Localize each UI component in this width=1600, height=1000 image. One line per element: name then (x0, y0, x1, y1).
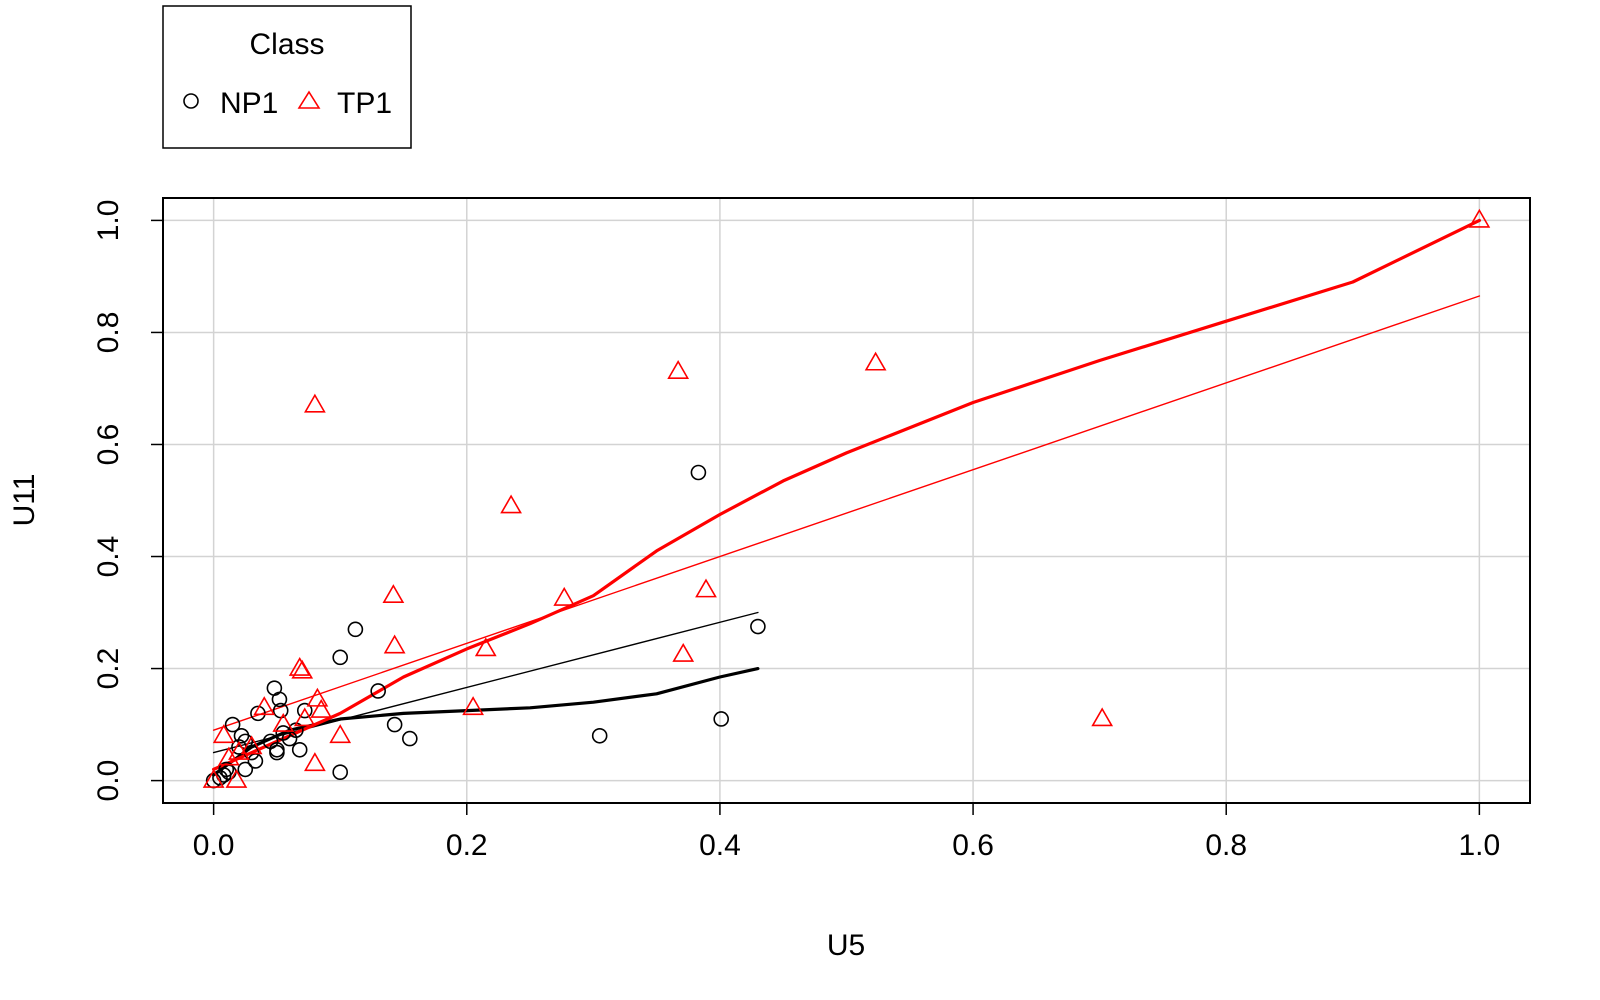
np1-point (591, 727, 608, 744)
x-tick-label: 0.2 (446, 829, 488, 862)
tp1-thick-fit-line (212, 218, 1481, 771)
tp1-point (1091, 707, 1114, 727)
tp1-point (462, 696, 484, 716)
np1-point (224, 716, 241, 733)
fit-lines (212, 218, 1481, 777)
tp1-point (667, 360, 690, 379)
legend-title: Class (249, 28, 324, 61)
np1-point (250, 705, 266, 722)
plot-frame (162, 197, 1531, 804)
tp1-point (304, 393, 326, 413)
y-tick-label: 0.6 (92, 424, 125, 466)
tp1-point (1468, 208, 1491, 228)
x-tick-label: 1.0 (1459, 829, 1501, 862)
tp1-point (202, 768, 225, 788)
np1-point (347, 621, 364, 638)
x-tick-label: 0.8 (1205, 829, 1247, 862)
tp1-point (383, 634, 406, 654)
tp1-point (329, 724, 352, 744)
legend-marker-tp1-icon (297, 90, 321, 109)
tp1-point (293, 707, 316, 727)
tp1-point (291, 659, 314, 679)
np1-point (218, 761, 235, 778)
np1-point (370, 683, 386, 699)
y-tick-label: 0.4 (92, 536, 125, 578)
tp1-point (225, 768, 248, 788)
tp1-thin-fit-line (212, 295, 1481, 731)
tp1-point (864, 351, 887, 371)
legend-label-tp1: TP1 (337, 87, 392, 120)
tp1-point (672, 642, 695, 662)
np1-point (713, 711, 729, 727)
np1-point (402, 730, 418, 747)
tp1-point (474, 637, 497, 657)
tp1-point (310, 698, 333, 718)
legend-marker-np1-icon (183, 93, 199, 109)
np1-point (269, 744, 285, 761)
axes: 0.0 0.2 0.4 0.6 0.8 1.0 0.0 0.2 0.4 0.6 0.8 1.0 (92, 200, 1500, 862)
x-axis-title: U5 (827, 929, 865, 962)
x-tick-label: 0.4 (699, 829, 741, 862)
legend: Class NP1 TP1 (162, 5, 412, 149)
np1-point (750, 618, 766, 635)
tp1-point (253, 696, 276, 716)
tp1-point (212, 724, 235, 744)
tp1-point (500, 494, 522, 514)
y-tick-label: 0.8 (92, 312, 125, 354)
x-tick-label: 0.6 (952, 829, 994, 862)
x-tick-label: 0.0 (193, 829, 235, 862)
y-tick-label: 1.0 (92, 200, 125, 242)
tp1-point (240, 735, 263, 755)
legend-box (162, 5, 412, 149)
np1-point (237, 761, 254, 778)
legend-label-np1: NP1 (220, 87, 278, 120)
np1-point (271, 691, 288, 708)
tp1-point (695, 578, 717, 598)
grid (163, 198, 1530, 803)
tp1-point (553, 586, 576, 606)
tp1-point (217, 746, 240, 766)
np1-point (690, 464, 707, 481)
tp1-point (304, 752, 326, 772)
data-points (202, 208, 1491, 789)
np1-point (332, 764, 349, 780)
np1-point (247, 753, 264, 769)
tp1-point (272, 712, 295, 732)
y-tick-label: 0.2 (92, 648, 125, 690)
np1-thick-fit-line (212, 667, 760, 777)
y-tick-label: 0.0 (92, 760, 125, 802)
np1-point (291, 741, 308, 758)
y-axis-title: U11 (8, 474, 41, 527)
np1-point (296, 702, 313, 719)
np1-point (386, 716, 403, 733)
np1-point (332, 649, 349, 666)
tp1-point (382, 584, 405, 604)
